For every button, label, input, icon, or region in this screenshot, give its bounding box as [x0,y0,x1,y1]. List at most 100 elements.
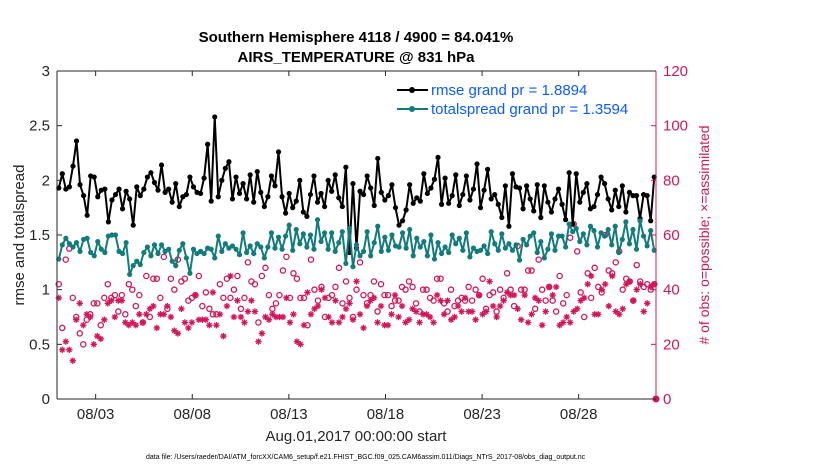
possible-obs-point [216,280,224,288]
possible-obs-point [279,267,287,274]
possible-obs-point [255,319,262,326]
assimilated-obs-point [73,316,80,323]
rmse-series-point [311,173,317,179]
assimilated-obs-point [566,319,574,326]
assimilated-obs-point [521,291,528,299]
assimilated-obs-point [542,308,549,315]
possible-obs-point [556,272,563,280]
totalspread-series-point [378,248,384,254]
possible-obs-point [237,305,245,313]
totalspread-series-point [219,248,225,254]
totalspread-series-point [368,253,374,259]
rmse-series-point [442,175,448,181]
totalspread-series-point [616,249,622,256]
rmse-series-point [343,164,349,170]
totalspread-series-point [343,260,349,267]
totalspread-series-point [563,244,569,250]
rmse-series-point [197,190,204,197]
possible-obs-point [433,275,441,282]
rmse-series-point [130,222,136,228]
y-tick-label: 1 [42,282,50,299]
rmse-series-point [190,184,197,190]
rmse-series-point [552,196,558,202]
totalspread-series-point [336,240,342,246]
totalspread-series-point [570,229,576,235]
possible-obs-point [353,286,360,293]
assimilated-obs-point [437,297,444,304]
assimilated-obs-point [626,278,633,285]
totalspread-series-point [396,244,402,250]
possible-obs-point [76,330,84,337]
possible-obs-point [62,256,70,263]
totalspread-series-point [492,241,498,247]
rmse-series-point [644,193,650,199]
rmse-series-point [183,191,189,198]
rmse-series-point [573,171,579,177]
rmse-series-point [591,203,597,210]
possible-obs-point [423,286,430,293]
rmse-series-point [84,212,90,218]
assimilated-obs-point [164,302,171,310]
assimilated-obs-point [237,313,245,321]
assimilated-obs-point [500,297,507,304]
possible-obs-point [150,275,157,282]
totalspread-series-point [524,242,530,248]
possible-obs-point [223,275,231,282]
rmse-series-point [360,191,367,198]
possible-obs-point [157,294,164,302]
rmse-series-point [516,185,523,191]
rmse-series-point [247,172,253,178]
rmse-series-point [616,203,622,210]
rmse-series-point [438,201,445,207]
legend-box [392,80,650,120]
assimilated-obs-point [633,286,640,293]
data-file-footnote: data file: /Users/raeder/DAI/ATM_forcXX/… [146,454,586,461]
rmse-series-point [378,189,384,195]
rmse-series-point [325,177,331,183]
possible-obs-point [97,321,105,329]
totalspread-series-point [520,236,526,242]
assimilated-obs-point [616,311,623,318]
possible-obs-point [412,300,420,307]
totalspread-series-point [630,226,636,233]
possible-obs-point [199,302,206,310]
assimilated-obs-point [339,313,346,321]
rmse-series-point [481,187,487,193]
rmse-series-point [293,198,299,204]
rmse-series-point [77,182,83,188]
totalspread-series-point [612,223,618,229]
totalspread-series-point [442,244,448,250]
rmse-series-point [222,165,228,171]
x-tick-label: 08/28 [560,406,598,423]
totalspread-series-point [233,246,239,252]
assimilated-obs-point [241,319,248,326]
totalspread-series-point [112,232,119,238]
y-tick-label: 0.5 [29,336,50,353]
rmse-series-point [304,213,310,220]
possible-obs-point [80,341,87,348]
totalspread-series-point [534,249,540,256]
assimilated-obs-point [59,346,66,353]
possible-obs-point [594,283,602,291]
possible-obs-point [111,291,119,299]
possible-obs-point [276,291,283,299]
possible-obs-point [559,300,567,307]
possible-obs-point [265,291,273,299]
assimilated-obs-point [307,311,315,318]
totalspread-series-point [155,250,161,257]
assimilated-obs-point [325,313,332,321]
assimilated-obs-point [178,305,185,312]
assimilated-obs-point [258,330,266,337]
possible-obs-point [402,286,409,293]
y-tick-label: 1.5 [29,227,50,244]
totalspread-series-point [548,231,555,237]
assimilated-obs-point [360,324,367,332]
totalspread-series-point [95,238,101,245]
assimilated-obs-point [496,302,504,310]
totalspread-series-point [573,225,579,232]
assimilated-obs-point [458,308,465,315]
assimilated-obs-point [87,313,94,321]
possible-obs-point [468,297,476,304]
totalspread-series-point [435,240,441,246]
totalspread-series-point [173,263,179,269]
